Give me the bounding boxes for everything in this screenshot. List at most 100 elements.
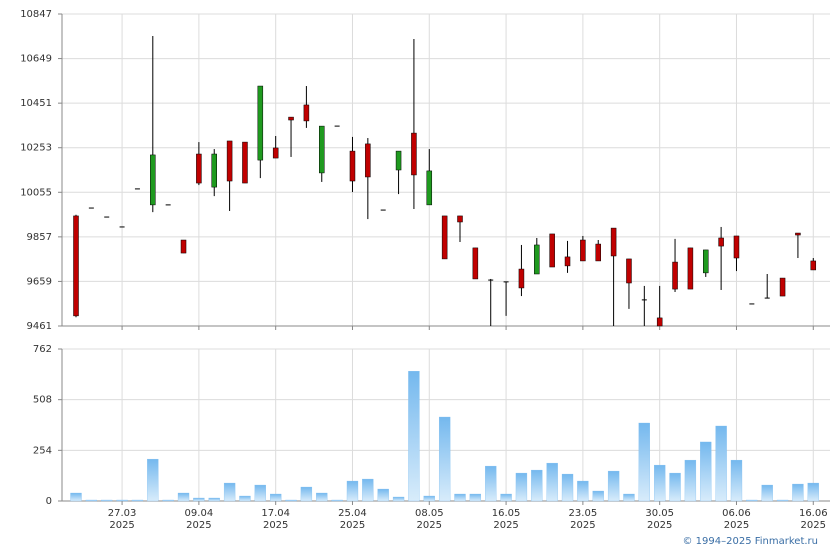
volume-bar bbox=[761, 484, 773, 502]
volume-bar bbox=[715, 425, 727, 502]
y-tick-label: 9857 bbox=[27, 232, 52, 243]
volume-bar bbox=[607, 470, 620, 502]
volume-bar bbox=[392, 496, 405, 502]
candle-body bbox=[534, 244, 540, 275]
candle-body bbox=[626, 258, 632, 284]
y-tick-label: 10055 bbox=[20, 187, 52, 198]
volume-bar bbox=[177, 492, 190, 502]
x-tick-year: 2025 bbox=[109, 520, 134, 531]
candle-body bbox=[134, 188, 140, 190]
volume-bar bbox=[684, 459, 697, 502]
x-tick-year: 2025 bbox=[417, 520, 442, 531]
x-tick-label: 30.05 bbox=[645, 508, 674, 519]
volume-bar bbox=[223, 482, 236, 502]
candle-body bbox=[349, 150, 356, 182]
x-tick-label: 06.06 bbox=[722, 508, 751, 519]
volume-bar bbox=[454, 493, 466, 502]
x-tick-label: 08.05 bbox=[415, 508, 444, 519]
x-tick-year: 2025 bbox=[647, 520, 672, 531]
volume-bar bbox=[515, 472, 528, 502]
candle-body bbox=[703, 249, 709, 274]
candle-body bbox=[211, 153, 217, 188]
x-tick-year: 2025 bbox=[493, 520, 518, 531]
candle-body bbox=[104, 216, 110, 218]
volume-bar bbox=[101, 499, 113, 502]
candle-body bbox=[365, 143, 371, 178]
candle-body bbox=[411, 132, 417, 176]
volume-bar bbox=[239, 495, 251, 502]
y-tick-label: 10253 bbox=[20, 143, 52, 154]
volume-bar bbox=[300, 486, 313, 502]
candle-body bbox=[272, 147, 279, 159]
volume-bar bbox=[500, 493, 512, 502]
volume-bar bbox=[285, 499, 297, 502]
volume-bar bbox=[116, 499, 128, 502]
volume-bar bbox=[193, 497, 205, 502]
x-tick-label: 09.04 bbox=[185, 508, 214, 519]
candle-body bbox=[196, 153, 202, 184]
candle-body bbox=[595, 243, 601, 262]
volume-bar bbox=[776, 499, 789, 502]
y-tick-label: 0 bbox=[46, 496, 52, 507]
x-tick-year: 2025 bbox=[340, 520, 365, 531]
candle-body bbox=[810, 260, 817, 271]
volume-bar bbox=[85, 499, 98, 502]
candle-body bbox=[503, 281, 509, 283]
candle-body bbox=[580, 239, 586, 262]
volume-bar bbox=[362, 478, 374, 502]
x-tick-label: 17.04 bbox=[261, 508, 290, 519]
y-tick-label: 508 bbox=[33, 395, 52, 406]
volume-bar bbox=[746, 499, 758, 502]
x-tick-label: 25.04 bbox=[338, 508, 367, 519]
candle-body bbox=[795, 232, 801, 236]
candle-body bbox=[641, 299, 647, 301]
candle-body bbox=[687, 247, 694, 290]
candle-body bbox=[610, 227, 617, 257]
y-tick-label: 9659 bbox=[27, 276, 52, 287]
volume-bar bbox=[792, 483, 804, 502]
volume-bar bbox=[131, 499, 144, 502]
candle-body bbox=[441, 215, 448, 260]
volume-bar bbox=[669, 472, 681, 502]
volume-bar bbox=[438, 416, 451, 502]
volume-bar bbox=[485, 465, 497, 502]
volume-bar bbox=[270, 493, 282, 502]
candle-body bbox=[549, 233, 555, 268]
candle-body bbox=[226, 140, 233, 182]
y-tick-label: 9461 bbox=[27, 321, 52, 332]
x-tick-year: 2025 bbox=[263, 520, 288, 531]
volume-bar bbox=[638, 422, 650, 502]
candle-body bbox=[656, 317, 663, 327]
volume-bar bbox=[346, 480, 359, 502]
x-tick-year: 2025 bbox=[801, 520, 826, 531]
volume-bar bbox=[577, 480, 589, 502]
candle-body bbox=[88, 207, 94, 209]
candle-body bbox=[564, 256, 571, 267]
candle-body bbox=[488, 279, 494, 281]
candle-body bbox=[242, 141, 248, 184]
candle-body bbox=[119, 226, 125, 228]
volume-bar bbox=[208, 497, 220, 502]
candle-body bbox=[672, 261, 678, 290]
candle-body bbox=[165, 204, 171, 206]
candle-body bbox=[150, 154, 156, 206]
volume-bar bbox=[730, 459, 743, 502]
volume-bar bbox=[561, 473, 574, 502]
volume-bar bbox=[408, 370, 420, 502]
volume-bar bbox=[70, 492, 82, 502]
volume-bar bbox=[469, 493, 482, 502]
x-tick-label: 23.05 bbox=[569, 508, 598, 519]
candle-body bbox=[257, 85, 264, 161]
candle-body bbox=[180, 239, 187, 254]
volume-bar bbox=[592, 490, 604, 502]
volume-bar bbox=[807, 482, 819, 502]
volume-bar bbox=[254, 484, 266, 502]
volume-bar bbox=[623, 493, 635, 502]
y-tick-label: 762 bbox=[33, 344, 52, 355]
candle-body bbox=[779, 277, 786, 297]
x-tick-year: 2025 bbox=[186, 520, 211, 531]
candle-body bbox=[472, 247, 479, 280]
candle-body bbox=[288, 116, 294, 121]
y-tick-label: 10847 bbox=[20, 9, 52, 20]
